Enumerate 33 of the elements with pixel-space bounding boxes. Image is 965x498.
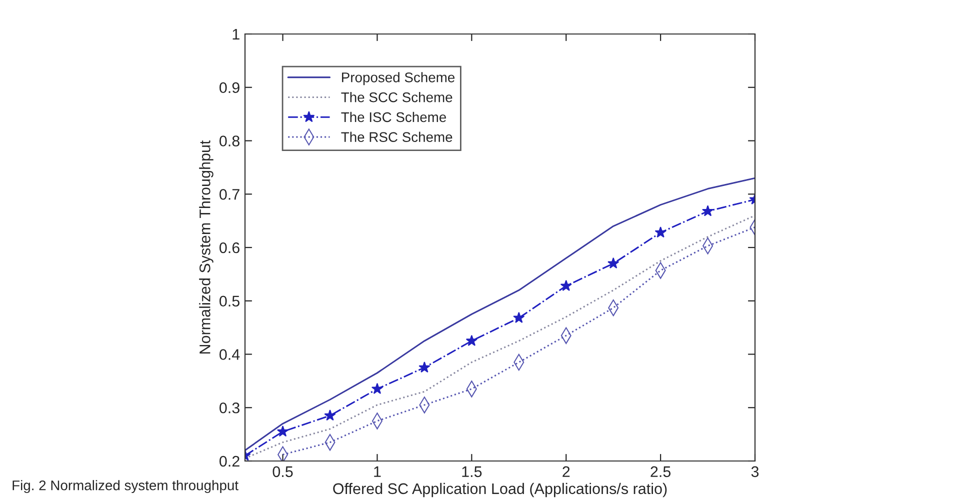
caption: Fig. 2 Normalized system throughput xyxy=(12,480,238,494)
point xyxy=(702,205,714,216)
point xyxy=(371,382,384,394)
legend-label: The SCC Scheme xyxy=(341,92,452,102)
point xyxy=(608,257,620,269)
x-tick-label: 1.5 xyxy=(462,466,482,478)
y-tick-label: 1 xyxy=(232,29,240,40)
point xyxy=(278,446,288,461)
point xyxy=(418,362,430,373)
x-tick-label: 0.5 xyxy=(272,466,293,478)
legend-label: The ISC Scheme xyxy=(341,112,446,122)
legend-label: Proposed Scheme xyxy=(342,72,455,86)
legend-label: The RSC Scheme xyxy=(341,132,452,142)
y-tick-label: 0.3 xyxy=(220,402,240,414)
y-axis-title: Normalized System Throughput xyxy=(199,140,214,354)
y-tick-label: 0.9 xyxy=(220,82,240,94)
y-tick-label: 0.2 xyxy=(220,456,240,467)
y-tick-label: 0.7 xyxy=(220,188,240,200)
x-tick-label: 3 xyxy=(751,466,759,478)
y-tick-label: 0.4 xyxy=(220,349,240,360)
point xyxy=(324,410,336,421)
x-tick-label: 1 xyxy=(374,466,381,477)
x-tick-label: 2 xyxy=(562,466,570,477)
point xyxy=(513,312,525,323)
y-tick-label: 0.6 xyxy=(220,242,240,254)
point xyxy=(276,426,289,437)
point xyxy=(560,280,572,291)
x-axis-title: Offered SC Application Load (Applications/s ratio) xyxy=(333,482,667,498)
y-tick-label: 0.5 xyxy=(220,296,240,307)
point xyxy=(466,334,478,346)
point xyxy=(654,226,666,238)
x-tick-label: 2.5 xyxy=(650,466,671,478)
y-tick-label: 0.8 xyxy=(220,136,240,146)
